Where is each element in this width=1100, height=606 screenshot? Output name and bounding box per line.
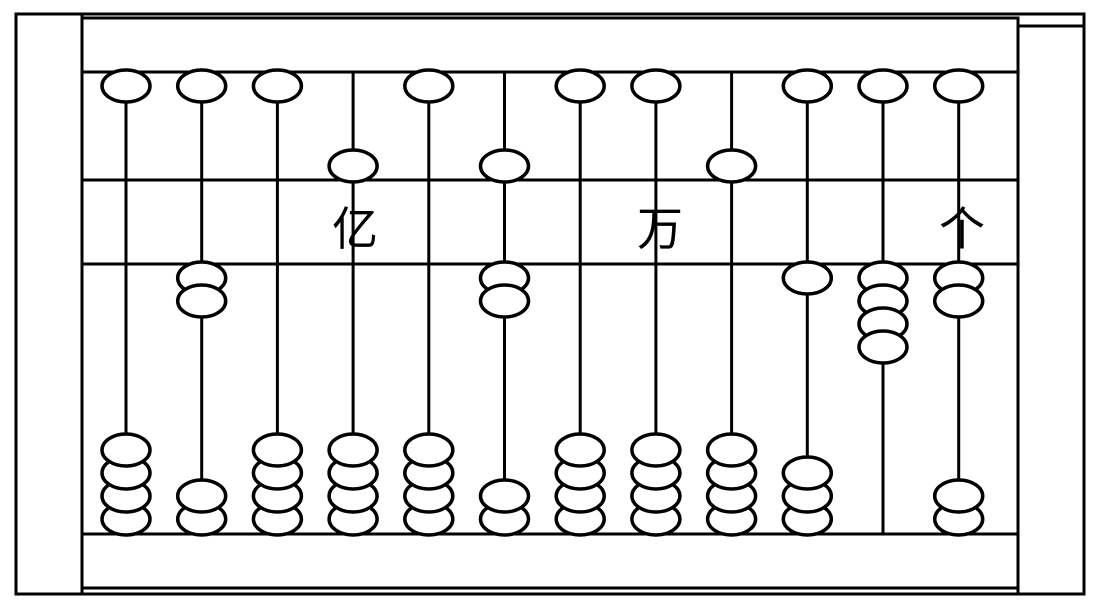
lower-bead-rod-9[interactable]	[705, 432, 758, 468]
lower-bead-rod-10[interactable]	[781, 455, 834, 491]
lower-bead-rod-12[interactable]	[932, 283, 985, 319]
upper-bead-rod-8[interactable]	[630, 68, 682, 104]
upper-bead-rod-1[interactable]	[100, 68, 152, 104]
place-label-wan: 万	[637, 202, 683, 256]
abacus-outer-frame	[14, 12, 1086, 596]
upper-bead-rod-5[interactable]	[403, 68, 455, 104]
lower-bead-rod-3[interactable]	[251, 432, 304, 468]
upper-bead-rod-11[interactable]	[857, 68, 909, 104]
abacus-reckoning-bar	[80, 178, 1020, 266]
place-label-yi: 亿	[332, 202, 378, 256]
upper-bead-rod-3[interactable]	[251, 68, 304, 104]
abacus-bottom-beam	[80, 532, 1020, 590]
lower-bead-rod-2[interactable]	[175, 283, 228, 319]
upper-bead-rod-9[interactable]	[705, 148, 758, 184]
abacus-left-post	[14, 12, 84, 596]
upper-bead-rod-10[interactable]	[781, 68, 834, 104]
upper-bead-rod-6[interactable]	[478, 148, 531, 184]
lower-bead-rod-6[interactable]	[478, 283, 531, 319]
upper-bead-rod-12[interactable]	[932, 68, 985, 104]
place-label-ge: 个	[939, 202, 985, 256]
beads-layer	[100, 68, 985, 537]
lower-bead-rod-8[interactable]	[630, 432, 682, 468]
lower-bead-rod-1[interactable]	[100, 432, 152, 468]
place-labels: 亿 万 个	[332, 202, 985, 256]
lower-bead-rod-10[interactable]	[781, 260, 834, 296]
abacus-right-post	[1016, 24, 1086, 596]
upper-bead-rod-4[interactable]	[327, 148, 379, 184]
lower-bead-rod-4[interactable]	[327, 432, 379, 468]
lower-bead-rod-11[interactable]	[857, 329, 909, 365]
lower-bead-rod-6[interactable]	[478, 478, 531, 514]
upper-bead-rod-2[interactable]	[175, 68, 228, 104]
lower-bead-rod-7[interactable]	[554, 432, 606, 468]
upper-bead-rod-7[interactable]	[554, 68, 606, 104]
abacus-top-beam	[80, 16, 1020, 74]
lower-bead-rod-5[interactable]	[403, 432, 455, 468]
lower-bead-rod-12[interactable]	[932, 478, 985, 514]
lower-bead-rod-2[interactable]	[175, 478, 228, 514]
